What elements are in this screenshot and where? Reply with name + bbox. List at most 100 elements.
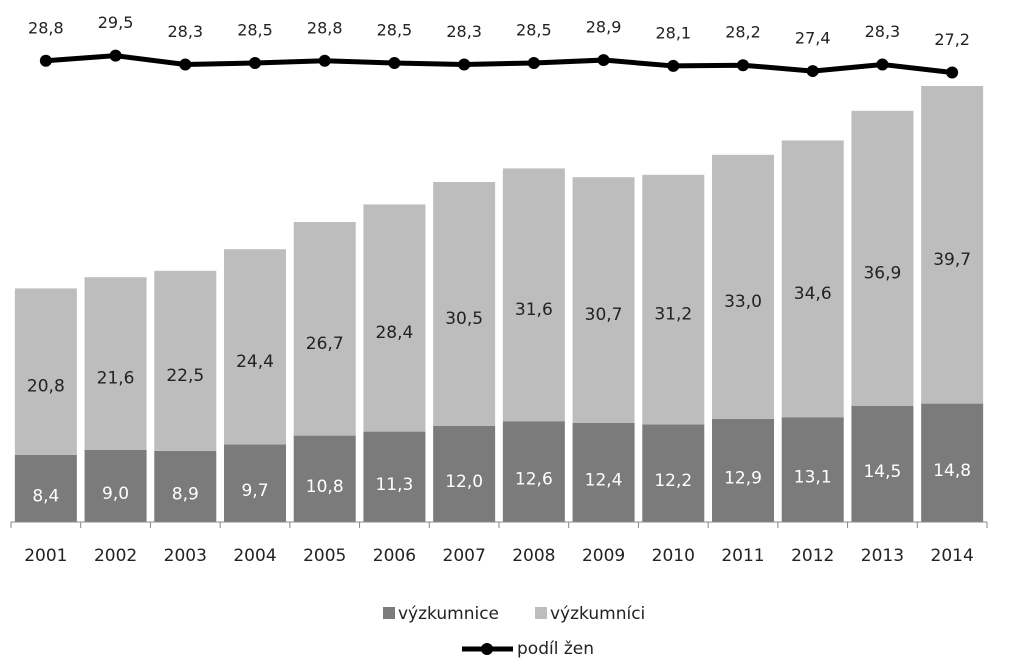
data-label: 13,1 xyxy=(794,468,832,488)
data-label: 30,5 xyxy=(445,309,483,329)
legend-label: podíl žen xyxy=(517,639,594,659)
data-label: 31,2 xyxy=(654,305,692,325)
data-label: 33,0 xyxy=(724,292,762,312)
bar xyxy=(921,86,984,404)
data-label: 29,5 xyxy=(98,13,134,32)
data-label: 24,4 xyxy=(236,352,274,372)
data-label: 28,5 xyxy=(377,21,413,40)
line-marker xyxy=(388,57,401,69)
bar xyxy=(14,454,77,522)
data-label: 28,1 xyxy=(655,23,691,42)
bar xyxy=(84,450,147,522)
data-label: 12,9 xyxy=(724,468,762,488)
data-label: 12,4 xyxy=(585,470,623,490)
bar xyxy=(224,249,286,445)
bar xyxy=(781,140,844,418)
bar xyxy=(642,424,705,522)
data-label: 22,5 xyxy=(166,366,204,386)
legend-label: výzkumnice xyxy=(398,604,499,624)
data-label: 39,7 xyxy=(933,250,971,270)
line-marker xyxy=(946,66,959,79)
legend-label: výzkumníci xyxy=(550,604,645,624)
data-label: 27,4 xyxy=(795,29,831,48)
line-marker xyxy=(806,65,819,78)
data-label: 12,0 xyxy=(445,472,483,492)
bar xyxy=(851,406,914,522)
bar xyxy=(363,204,426,432)
x-tick-label: 2003 xyxy=(164,546,207,566)
bar xyxy=(712,154,774,419)
data-label: 21,6 xyxy=(97,369,135,389)
data-label: 14,5 xyxy=(863,462,901,482)
data-label: 10,8 xyxy=(306,477,344,497)
data-label: 28,3 xyxy=(865,22,901,41)
x-tick-label: 2009 xyxy=(582,546,625,566)
data-label: 8,4 xyxy=(32,486,59,506)
x-tick-label: 2013 xyxy=(861,546,904,566)
line-marker xyxy=(527,57,540,69)
data-label: 28,3 xyxy=(167,22,203,41)
bar xyxy=(502,168,565,422)
line-marker xyxy=(597,54,610,67)
x-tick-label: 2014 xyxy=(931,546,974,566)
line-marker xyxy=(39,54,52,67)
legend-marker xyxy=(481,643,493,655)
x-tick-label: 2011 xyxy=(721,546,764,566)
data-label: 28,5 xyxy=(237,21,273,40)
bar xyxy=(154,270,217,451)
data-label: 26,7 xyxy=(306,334,344,354)
data-label: 12,2 xyxy=(654,471,692,491)
x-tick-label: 2006 xyxy=(373,546,416,566)
x-tick-label: 2002 xyxy=(94,546,137,566)
line-marker xyxy=(458,58,471,71)
data-label: 28,5 xyxy=(516,21,552,40)
data-label: 12,6 xyxy=(515,470,553,490)
x-tick-label: 2001 xyxy=(24,546,67,566)
bar xyxy=(84,277,147,450)
data-label: 14,8 xyxy=(933,461,971,481)
line-marker xyxy=(109,49,122,62)
data-label: 28,8 xyxy=(307,18,343,37)
line-marker xyxy=(876,58,889,71)
data-label: 11,3 xyxy=(375,475,413,495)
bar xyxy=(14,288,77,455)
data-label: 27,2 xyxy=(934,30,970,49)
data-label: 28,8 xyxy=(28,18,64,37)
bar xyxy=(224,444,286,522)
legend-swatch xyxy=(383,607,395,619)
line-marker xyxy=(249,57,261,69)
bar xyxy=(572,177,635,423)
x-tick-label: 2005 xyxy=(303,546,346,566)
x-tick-label: 2008 xyxy=(512,546,555,566)
data-label: 28,9 xyxy=(586,18,622,37)
line-marker xyxy=(737,59,749,72)
bar xyxy=(293,222,356,436)
line-marker xyxy=(179,58,192,71)
bar xyxy=(293,435,356,522)
data-label: 9,7 xyxy=(241,481,268,501)
line xyxy=(45,53,953,76)
bar xyxy=(921,403,984,522)
data-label: 9,0 xyxy=(102,484,129,504)
bar xyxy=(502,421,565,522)
x-tick-label: 2012 xyxy=(791,546,834,566)
bar xyxy=(154,450,217,522)
bar xyxy=(572,422,635,522)
data-label: 8,9 xyxy=(172,484,199,504)
data-label: 28,4 xyxy=(375,323,413,343)
data-label: 28,3 xyxy=(446,22,482,41)
line-marker xyxy=(318,54,331,67)
line-marker xyxy=(667,59,680,72)
bar xyxy=(363,431,426,522)
data-label: 36,9 xyxy=(863,263,901,283)
bar xyxy=(433,426,496,522)
bar xyxy=(642,174,705,425)
data-label: 28,2 xyxy=(725,23,761,42)
bar xyxy=(781,417,844,522)
x-tick-label: 2004 xyxy=(233,546,276,566)
data-label: 34,6 xyxy=(794,284,832,304)
bar xyxy=(851,110,914,407)
bar xyxy=(712,418,774,522)
x-tick-label: 2010 xyxy=(652,546,695,566)
